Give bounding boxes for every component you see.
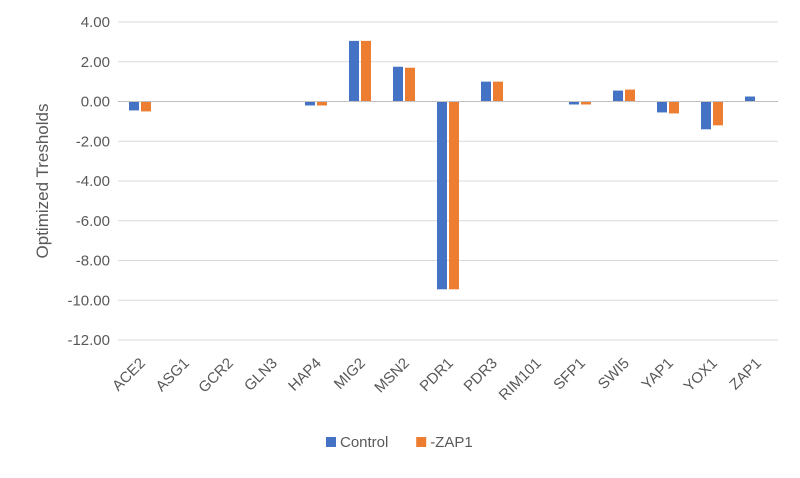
bar-control-zap1 <box>745 96 755 102</box>
legend-label: -ZAP1 <box>430 434 473 451</box>
y-tick-label: 4.00 <box>81 14 110 31</box>
x-tick-label: RIM101 <box>496 355 545 404</box>
x-tick-label: PDR1 <box>417 355 457 395</box>
bar-zap1-msn2 <box>405 67 415 102</box>
x-tick-label: MIG2 <box>331 355 369 393</box>
y-axis-title: Optimized Tresholds <box>33 104 52 259</box>
bar-zap1-sfp1 <box>581 101 591 105</box>
legend-label: Control <box>340 434 388 451</box>
x-tick-label: ASG1 <box>153 355 193 395</box>
y-tick-label: 2.00 <box>81 54 110 71</box>
bar-zap1-yap1 <box>669 101 679 114</box>
bar-zap1-ace2 <box>141 101 151 112</box>
x-tick-label: SFP1 <box>550 355 589 394</box>
y-tick-label: -2.00 <box>76 133 110 150</box>
bar-zap1-hap4 <box>317 101 327 106</box>
bar-control-yap1 <box>657 101 667 113</box>
bar-zap1-mig2 <box>361 40 371 102</box>
x-tick-label: YOX1 <box>681 355 721 395</box>
x-tick-label: ACE2 <box>109 355 149 395</box>
bar-control-hap4 <box>305 101 315 106</box>
x-tick-label: PDR3 <box>461 355 501 395</box>
bar-control-ace2 <box>129 101 139 111</box>
bar-control-mig2 <box>349 40 359 102</box>
y-axis-ticks: 4.00 2.00 0.00 -2.00 -4.00 -6.00 -8.00 -10.00 -1… <box>67 14 110 349</box>
y-tick-label: -6.00 <box>76 213 110 230</box>
gridlines <box>118 21 778 341</box>
bar-control-msn2 <box>393 66 403 102</box>
x-tick-label: MSN2 <box>371 355 412 396</box>
y-tick-label: 0.00 <box>81 94 110 111</box>
y-tick-label: -8.00 <box>76 253 110 270</box>
bar-control-pdr3 <box>481 81 491 102</box>
x-tick-label: GLN3 <box>241 355 281 395</box>
x-tick-label: ZAP1 <box>726 355 765 394</box>
bar-control-yox1 <box>701 101 711 130</box>
bar-zap1-yox1 <box>713 101 723 126</box>
legend-swatch <box>326 437 336 447</box>
x-tick-label: YAP1 <box>638 355 676 393</box>
x-axis-ticks: ACE2 ASG1 GCR2 GLN3 HAP4 MIG2 MSN2 PDR1 PDR3RIM1… <box>109 355 765 404</box>
x-tick-label: GCR2 <box>195 355 236 396</box>
legend: Control -ZAP1 <box>326 434 473 451</box>
bar-control-sfp1 <box>569 101 579 105</box>
bar-control-swi5 <box>613 90 623 102</box>
x-tick-label: SWI5 <box>595 355 633 393</box>
bar-zap1-swi5 <box>625 89 635 102</box>
bars <box>129 40 755 290</box>
y-tick-label: -12.00 <box>67 332 110 349</box>
y-tick-label: -10.00 <box>67 292 110 309</box>
y-tick-label: -4.00 <box>76 173 110 190</box>
bar-zap1-pdr1 <box>449 101 459 290</box>
legend-swatch <box>416 437 427 447</box>
bar-zap1-pdr3 <box>493 81 503 102</box>
x-tick-label: HAP4 <box>285 355 325 395</box>
bar-control-pdr1 <box>437 101 447 290</box>
